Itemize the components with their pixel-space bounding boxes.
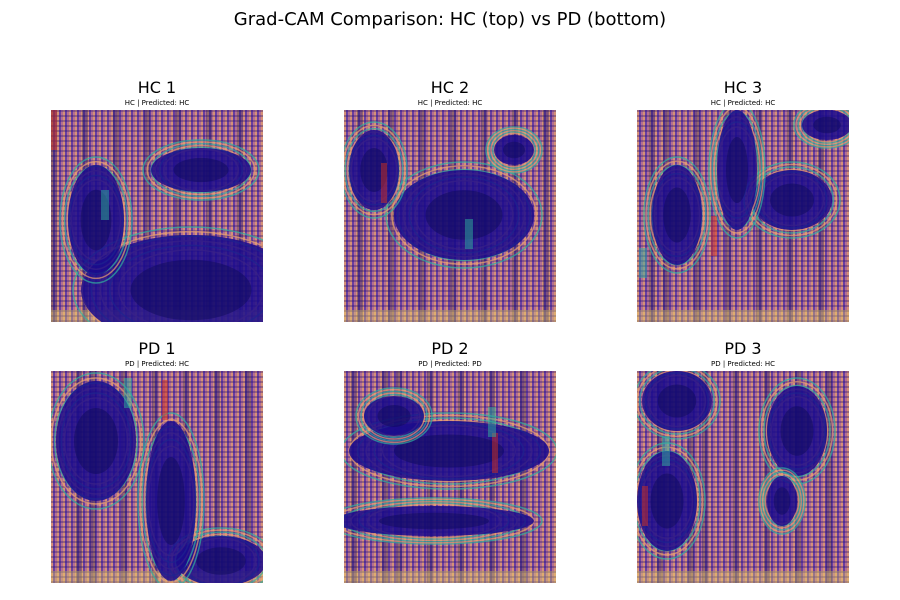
gradcam-heatmap-image (637, 371, 849, 583)
gradcam-heatmap-image (344, 110, 556, 322)
gradcam-heatmap-image (637, 110, 849, 322)
panel-title: PD 2 (344, 339, 556, 358)
panel-title: HC 1 (51, 78, 263, 97)
panel-subtitle: HC | Predicted: HC (51, 99, 263, 108)
panel-title: PD 1 (51, 339, 263, 358)
gradcam-heatmap-image (51, 110, 263, 322)
panel-title: HC 2 (344, 78, 556, 97)
panel-subtitle: HC | Predicted: HC (344, 99, 556, 108)
figure-title: Grad-CAM Comparison: HC (top) vs PD (bot… (0, 9, 900, 31)
panel-subtitle: PD | Predicted: HC (51, 360, 263, 369)
gradcam-heatmap-image (344, 371, 556, 583)
panel-title: HC 3 (637, 78, 849, 97)
panel-title: PD 3 (637, 339, 849, 358)
gradcam-heatmap-image (51, 371, 263, 583)
panel-subtitle: PD | Predicted: HC (637, 360, 849, 369)
panel-subtitle: PD | Predicted: PD (344, 360, 556, 369)
panel-subtitle: HC | Predicted: HC (637, 99, 849, 108)
